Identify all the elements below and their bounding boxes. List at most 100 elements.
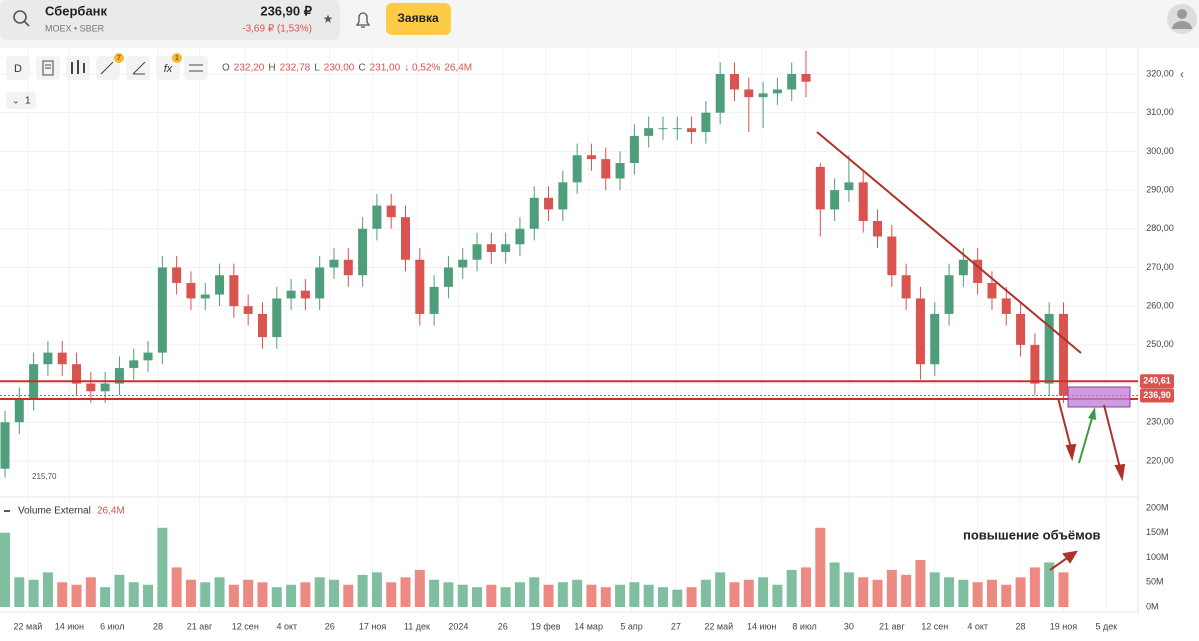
tool-button[interactable] xyxy=(126,56,150,80)
candle-body xyxy=(1030,344,1040,384)
tool-button[interactable] xyxy=(96,56,120,80)
candle-body xyxy=(329,259,339,268)
bell-icon[interactable] xyxy=(355,12,371,28)
badge-label: 7 xyxy=(117,55,121,62)
x-tick-label: 8 июл xyxy=(792,621,816,631)
target-zone xyxy=(1067,386,1131,408)
x-tick-label: 28 xyxy=(1016,621,1026,631)
volume-bar xyxy=(343,584,354,607)
volume-bar xyxy=(400,577,411,607)
candle-body xyxy=(472,244,482,260)
candle-body xyxy=(529,197,539,229)
candle-body xyxy=(629,135,639,163)
volume-bar xyxy=(514,582,525,607)
volume-bar xyxy=(457,584,468,607)
volume-bar xyxy=(944,577,955,607)
volume-bar xyxy=(586,584,597,607)
volume-bar xyxy=(286,584,297,607)
candle-body xyxy=(415,259,425,314)
x-tick-label: 12 сен xyxy=(232,621,259,631)
volume-bar xyxy=(472,587,483,607)
candle-body xyxy=(1001,298,1011,314)
volume-bar xyxy=(615,584,626,607)
arrow-head xyxy=(1065,443,1077,462)
grid: 220,00230,00240,00250,00260,00270,00280,… xyxy=(0,48,1174,631)
favorite[interactable]: ★ xyxy=(323,12,334,26)
volume-tick-label: 100M xyxy=(1146,552,1169,562)
search-icon[interactable] xyxy=(13,10,27,24)
candle-body xyxy=(0,422,10,469)
volume-bar xyxy=(629,582,640,607)
y-tick-label: 220,00 xyxy=(1146,455,1174,465)
candle-body xyxy=(443,267,453,287)
price-tag-label: 236,90 xyxy=(1143,390,1171,400)
y-tick-label: 320,00 xyxy=(1146,68,1174,78)
volume-bar xyxy=(371,572,382,607)
interval[interactable]: D xyxy=(14,63,22,75)
volume-bar xyxy=(28,579,39,607)
x-tick-label: 12 сен xyxy=(921,621,948,631)
volume-bar xyxy=(157,527,168,607)
arrow-head xyxy=(1088,407,1096,420)
volume-bar xyxy=(729,582,740,607)
low-label: 215,70 xyxy=(32,472,57,481)
candle-body xyxy=(515,228,525,245)
candle-body xyxy=(801,73,811,82)
volume-bar xyxy=(314,577,325,607)
x-tick-label: 21 авг xyxy=(879,621,905,631)
volume-bar xyxy=(986,579,997,607)
volume-bar xyxy=(843,572,854,607)
candle-body xyxy=(72,364,82,384)
y-tick-label: 270,00 xyxy=(1146,262,1174,272)
badge xyxy=(114,53,124,63)
order-button[interactable] xyxy=(386,3,451,35)
legend-item: 230,00 xyxy=(324,63,355,74)
order-button-label[interactable]: Заявка xyxy=(397,11,439,25)
candle-body xyxy=(701,112,711,133)
candle-body xyxy=(143,352,153,361)
candle-body xyxy=(729,73,739,90)
volume-tick-label: 150M xyxy=(1146,527,1169,537)
price-tag xyxy=(1140,374,1174,389)
legend-item: C xyxy=(358,63,365,74)
tool-button[interactable] xyxy=(184,56,208,80)
tool-button[interactable] xyxy=(6,56,30,80)
volume-bar xyxy=(686,587,697,607)
volume-bar xyxy=(328,579,339,607)
volume-bar xyxy=(801,567,812,607)
volume-bar xyxy=(1029,567,1040,607)
x-tick-label: 6 июл xyxy=(100,621,124,631)
volume-bar xyxy=(42,572,53,607)
ticker-box[interactable] xyxy=(0,0,340,40)
volume-bar xyxy=(143,584,154,607)
volume-bar xyxy=(57,582,68,607)
candle-body xyxy=(358,228,368,276)
volume-bar xyxy=(1001,584,1012,607)
volume-bar xyxy=(543,584,554,607)
volume-bar xyxy=(1058,572,1069,607)
volume-bar xyxy=(786,569,797,607)
candle-body xyxy=(601,159,611,179)
legend-item: 232,78 xyxy=(280,63,311,74)
candle-body xyxy=(987,282,997,299)
candle-body xyxy=(486,244,496,252)
x-tick-label: 27 xyxy=(671,621,681,631)
arrow xyxy=(1057,397,1072,449)
pane-chevron: ⌄ xyxy=(12,95,20,105)
candle-body xyxy=(658,128,668,130)
candle-body xyxy=(544,197,554,210)
candle-body xyxy=(1044,313,1054,384)
candle-body xyxy=(186,282,196,299)
x-tick-label: 21 авг xyxy=(187,621,213,631)
volume-tick-label: 0M xyxy=(1146,601,1159,611)
candle-body xyxy=(815,166,825,210)
pane-count: 1 xyxy=(25,96,31,107)
x-tick-label: 26 xyxy=(498,621,508,631)
volume-tick-label: 50M xyxy=(1146,577,1164,587)
volume-bar xyxy=(557,582,568,607)
volume-bar xyxy=(357,574,368,607)
volume-title: Volume External xyxy=(18,506,91,517)
pane-button[interactable] xyxy=(6,92,36,109)
collapse-button[interactable]: ‹ xyxy=(1180,67,1184,81)
